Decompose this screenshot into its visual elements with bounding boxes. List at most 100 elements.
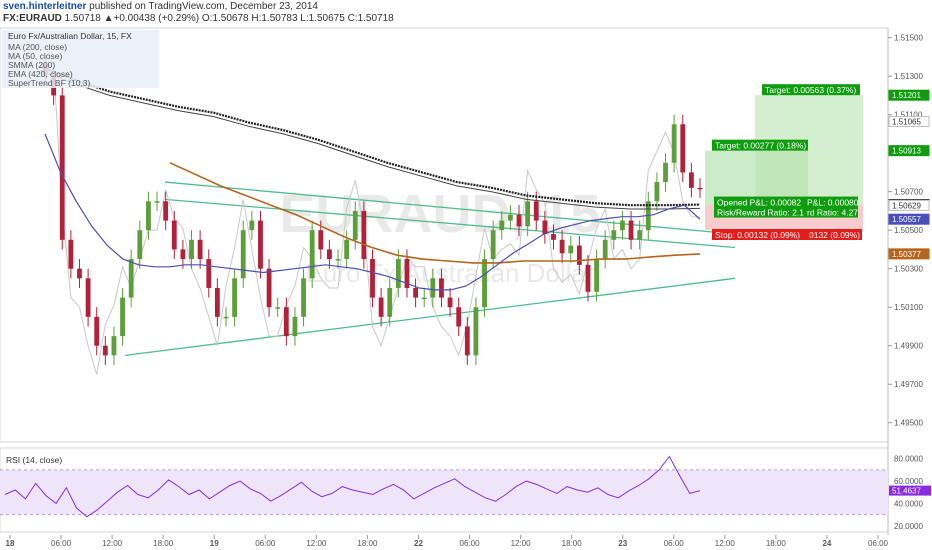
candle-body <box>482 259 487 308</box>
y-tick-label: 1.49700 <box>894 380 923 389</box>
y-tick-label: 1.49900 <box>894 342 923 351</box>
ma50-line <box>44 133 701 291</box>
x-tick-label: 12:00 <box>511 539 532 548</box>
x-tick-label: 18 <box>6 539 15 548</box>
candle-body <box>232 278 238 317</box>
x-tick-label: 06:00 <box>460 539 481 548</box>
legend-item: SuperTrend BF (10,3) <box>8 78 91 88</box>
candle-body <box>697 187 703 190</box>
candle-body <box>189 239 194 260</box>
opened-pnl-label-2: P&L: 0.00080 <box>807 198 859 208</box>
candle-body <box>516 214 522 227</box>
stop-label-bg <box>712 228 806 240</box>
x-tick-label: 18:00 <box>153 539 174 548</box>
candle-body <box>499 220 505 231</box>
candle-body <box>533 201 539 221</box>
y-tick-label: 1.51500 <box>894 34 923 43</box>
candle-body <box>387 287 393 317</box>
x-tick-label: 18:00 <box>357 539 378 548</box>
candle-body <box>594 259 599 292</box>
candle-body <box>85 278 91 317</box>
rsi-last-bg <box>889 485 931 496</box>
rsi-label: RSI (14, close) <box>6 455 62 465</box>
candle-body <box>214 287 220 317</box>
price-label: 1.50913 <box>892 147 921 156</box>
candle-body <box>551 234 556 240</box>
candle-body <box>404 259 410 288</box>
trend-line <box>124 277 736 356</box>
y-tick-label: 1.51100 <box>894 111 923 120</box>
y-tick-label: 1.50500 <box>894 226 923 235</box>
price-label: 1.51201 <box>892 91 921 100</box>
candle-body <box>301 278 306 317</box>
opened-pnl-label-bg <box>714 196 804 208</box>
stop-label-2-bg <box>806 228 862 240</box>
candle-body <box>352 210 358 240</box>
x-tick-label: 12:00 <box>102 539 123 548</box>
watermark-name: Euro Fx/Australian Dollar <box>306 258 595 288</box>
candle-body <box>283 307 289 337</box>
candle-body <box>223 316 229 319</box>
x-tick-label: 18:00 <box>766 539 787 548</box>
candle-body <box>94 316 100 346</box>
y-tick-label: 1.50100 <box>894 303 923 312</box>
price-label: 1.50629 <box>892 201 921 210</box>
publish-text: published on TradingView.com, December 2… <box>89 1 318 12</box>
candle-body <box>318 230 324 250</box>
candle-body <box>180 249 186 260</box>
candle-body <box>120 297 125 337</box>
y-tick-label: 1.49500 <box>894 419 923 428</box>
target1-label: Target: 0.00277 (0.18%) <box>715 141 806 151</box>
candle-body <box>171 220 177 250</box>
candle-body <box>637 230 643 240</box>
rsi-tick-label: 80.0000 <box>894 455 923 464</box>
price-label-bg <box>888 89 930 101</box>
x-tick-label: 12:00 <box>715 539 736 548</box>
price-label-bg <box>888 145 930 157</box>
candle-body <box>361 210 367 260</box>
ema420-line <box>169 162 701 264</box>
x-tick-label: 23 <box>618 539 627 548</box>
candle-body <box>197 239 203 260</box>
candle-body <box>464 326 470 356</box>
candle-body <box>59 95 65 240</box>
smma-line <box>39 65 701 207</box>
author-link[interactable]: sven.hinterleitner <box>3 1 87 12</box>
candle-body <box>163 201 169 221</box>
candle-body <box>370 259 375 298</box>
candle-body <box>327 249 332 260</box>
candle-body <box>611 230 617 240</box>
candle-body <box>620 220 625 231</box>
price-label-bg <box>888 115 930 127</box>
candle-body <box>421 297 427 300</box>
y-tick-label: 1.50700 <box>894 188 923 197</box>
candle-body <box>559 239 565 254</box>
quote-line: FX:EURAUD 1.50718 ▲+0.00438 (+0.29%) O:1… <box>3 13 394 24</box>
candle-body <box>447 297 453 308</box>
candle-body <box>663 162 668 183</box>
candle-body <box>688 172 694 188</box>
x-tick-label: 06:00 <box>255 539 276 548</box>
candle-body <box>525 201 531 227</box>
opened-pnl-label: Opened P&L: 0.00082 <box>717 198 801 208</box>
candle-body <box>146 201 151 231</box>
rsi-tick-label: 20.0000 <box>894 522 923 531</box>
candle-body <box>585 264 591 292</box>
candle-body <box>206 259 212 288</box>
candle-body <box>473 307 479 356</box>
candle-body <box>430 278 436 298</box>
legend-box <box>2 30 159 88</box>
x-tick-label: 22 <box>414 539 423 548</box>
legend-item: EMA (420, close) <box>8 69 73 79</box>
candle-body <box>258 220 263 269</box>
price-label-bg <box>888 199 930 211</box>
rsi-band <box>0 469 888 515</box>
x-tick-label: 24 <box>822 539 831 548</box>
legend-item: MA (50, close) <box>8 51 62 61</box>
candle-body <box>654 182 660 202</box>
quote-values: 1.50718 ▲+0.00438 (+0.29%) O:1.50678 H:1… <box>64 13 394 24</box>
legend-item: SMMA (200) <box>8 60 55 70</box>
candle-body <box>542 220 548 235</box>
rsi-last-label: 51.4637 <box>892 487 921 496</box>
rsi-line <box>4 455 701 518</box>
